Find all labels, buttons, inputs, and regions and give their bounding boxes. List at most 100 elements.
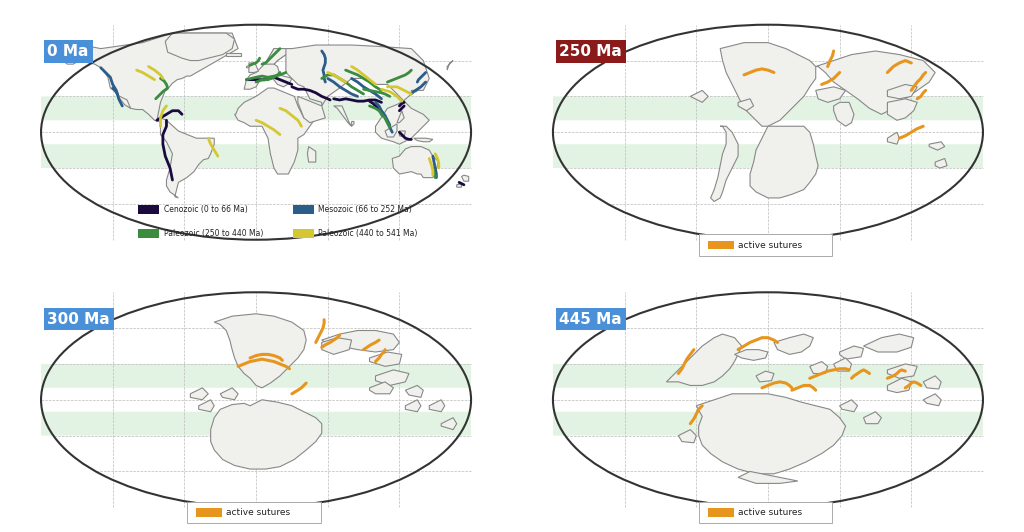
Polygon shape [840, 400, 857, 412]
Bar [138, 229, 160, 238]
Ellipse shape [41, 292, 471, 508]
Polygon shape [690, 90, 709, 102]
Polygon shape [834, 358, 852, 371]
Polygon shape [678, 430, 696, 443]
Polygon shape [888, 99, 918, 120]
Bar [196, 509, 221, 517]
Polygon shape [307, 146, 315, 162]
Text: 250 Ma: 250 Ma [559, 44, 623, 59]
Polygon shape [888, 132, 899, 144]
Polygon shape [429, 400, 444, 412]
Polygon shape [406, 386, 423, 397]
Polygon shape [553, 364, 983, 388]
Polygon shape [322, 338, 351, 354]
Polygon shape [370, 352, 401, 367]
Polygon shape [226, 53, 241, 56]
FancyBboxPatch shape [699, 502, 833, 523]
Polygon shape [834, 102, 854, 126]
Polygon shape [41, 144, 471, 168]
Polygon shape [863, 334, 913, 352]
Polygon shape [376, 370, 409, 386]
Text: active sutures: active sutures [738, 508, 802, 517]
FancyBboxPatch shape [187, 502, 321, 523]
Text: 300 Ma: 300 Ma [47, 312, 111, 327]
Polygon shape [667, 334, 741, 386]
Polygon shape [888, 364, 918, 378]
Polygon shape [211, 400, 322, 469]
Polygon shape [738, 471, 798, 484]
Polygon shape [397, 111, 404, 123]
Polygon shape [262, 48, 292, 64]
Polygon shape [888, 378, 911, 393]
Polygon shape [117, 94, 131, 109]
Polygon shape [816, 87, 846, 102]
Polygon shape [334, 106, 351, 126]
Text: Paleozoic (250 to 440 Ma): Paleozoic (250 to 440 Ma) [164, 229, 263, 238]
Text: Cenozoic (0 to 66 Ma): Cenozoic (0 to 66 Ma) [164, 205, 248, 214]
Polygon shape [810, 362, 827, 373]
Polygon shape [738, 99, 754, 111]
Bar [708, 509, 733, 517]
Polygon shape [351, 121, 354, 126]
Polygon shape [553, 144, 983, 168]
Polygon shape [406, 400, 421, 412]
Polygon shape [412, 83, 425, 94]
Polygon shape [774, 334, 813, 354]
Polygon shape [447, 61, 454, 70]
Polygon shape [385, 124, 397, 137]
Polygon shape [457, 184, 462, 187]
Text: Mesozoic (66 to 252 Ma): Mesozoic (66 to 252 Ma) [318, 205, 412, 214]
Polygon shape [55, 33, 239, 123]
Bar [138, 205, 160, 214]
Ellipse shape [553, 292, 983, 508]
Polygon shape [161, 118, 214, 198]
Polygon shape [888, 85, 918, 99]
Polygon shape [370, 382, 393, 394]
Ellipse shape [553, 24, 983, 240]
Polygon shape [392, 146, 437, 178]
Polygon shape [247, 65, 249, 68]
Text: Paleozoic (440 to 541 Ma): Paleozoic (440 to 541 Ma) [318, 229, 418, 238]
Polygon shape [553, 96, 983, 120]
Polygon shape [414, 138, 433, 142]
Polygon shape [734, 350, 768, 360]
Polygon shape [462, 175, 469, 181]
Polygon shape [298, 96, 326, 123]
Bar [293, 229, 314, 238]
Polygon shape [214, 314, 306, 388]
Polygon shape [399, 131, 406, 137]
Polygon shape [286, 45, 429, 144]
Ellipse shape [41, 24, 471, 240]
Polygon shape [41, 412, 471, 436]
Polygon shape [220, 388, 239, 400]
Polygon shape [553, 412, 983, 436]
Polygon shape [711, 126, 738, 202]
Polygon shape [190, 388, 208, 400]
Text: 445 Ma: 445 Ma [559, 312, 622, 327]
Polygon shape [840, 346, 863, 359]
Polygon shape [249, 63, 258, 72]
Polygon shape [696, 394, 846, 474]
Polygon shape [441, 418, 457, 430]
Polygon shape [816, 51, 935, 114]
Polygon shape [199, 400, 214, 412]
FancyBboxPatch shape [699, 235, 833, 256]
Polygon shape [924, 376, 941, 389]
Polygon shape [41, 96, 471, 120]
Text: active sutures: active sutures [738, 240, 802, 250]
Bar [293, 205, 314, 214]
Polygon shape [720, 43, 816, 126]
Text: 0 Ma: 0 Ma [47, 44, 89, 59]
Text: active sutures: active sutures [226, 508, 290, 517]
Polygon shape [924, 394, 941, 406]
Bar [708, 241, 733, 250]
Polygon shape [756, 371, 774, 382]
Polygon shape [41, 364, 471, 388]
Polygon shape [935, 159, 947, 168]
Polygon shape [750, 126, 818, 198]
Polygon shape [863, 412, 882, 423]
Polygon shape [165, 33, 234, 61]
Polygon shape [234, 88, 315, 174]
Polygon shape [322, 330, 399, 352]
Polygon shape [244, 48, 292, 89]
